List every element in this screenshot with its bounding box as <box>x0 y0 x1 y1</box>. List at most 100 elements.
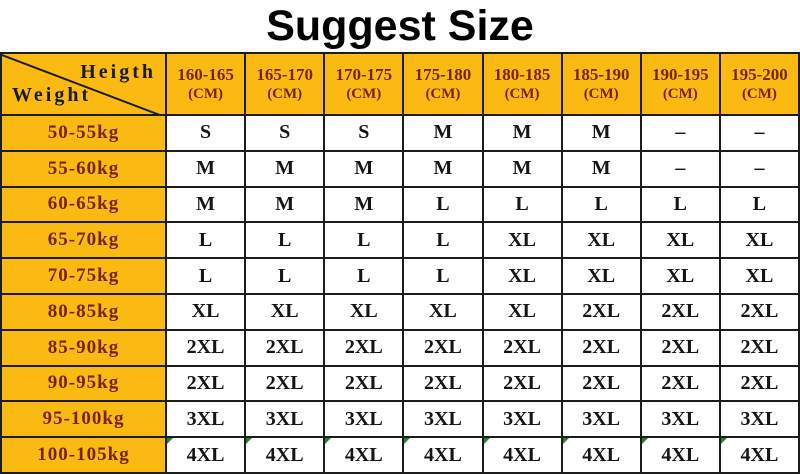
size-cell: 2XL <box>639 328 721 367</box>
size-cell: – <box>718 114 800 152</box>
size-cell: 4XL <box>402 436 484 474</box>
size-cell: 2XL <box>639 292 721 331</box>
height-range-label: 190-195 <box>651 65 709 84</box>
height-unit-label: (CM) <box>425 86 461 103</box>
weight-row-header: 50-55kg <box>0 114 167 152</box>
size-cell: XL <box>164 292 247 331</box>
size-cell: 3XL <box>718 400 800 439</box>
height-unit-label: (CM) <box>662 86 698 103</box>
size-cell: 4XL <box>560 436 642 474</box>
size-cell: 3XL <box>402 400 484 439</box>
weight-row-header: 55-60kg <box>0 149 167 188</box>
size-cell: L <box>323 257 405 295</box>
size-cell: 2XL <box>481 328 563 367</box>
height-axis-label: Heigth <box>80 61 156 83</box>
size-cell: XL <box>323 292 405 331</box>
table-row: 95-100kg 3XL 3XL 3XL 3XL 3XL 3XL 3XL 3XL <box>0 400 800 439</box>
size-cell: 2XL <box>323 328 405 367</box>
size-cell: 2XL <box>244 364 326 403</box>
size-chart-table: Heigth Weight 160-165 (CM) 165-170 (CM) 170-… <box>0 52 800 474</box>
size-cell: 3XL <box>639 400 721 439</box>
size-cell: 4XL <box>323 436 405 474</box>
size-cell: 2XL <box>560 364 642 403</box>
height-range-label: 170-175 <box>335 65 393 84</box>
size-cell: M <box>402 114 484 152</box>
height-range-label: 160-165 <box>177 65 234 84</box>
height-unit-label: (CM) <box>188 86 224 103</box>
weight-row-header: 80-85kg <box>0 292 167 331</box>
size-cell: 2XL <box>402 328 484 367</box>
height-header-cell: 185-190 (CM) <box>560 52 642 116</box>
height-header-cell: 165-170 (CM) <box>244 52 326 116</box>
size-cell: 2XL <box>402 364 484 403</box>
size-cell: XL <box>639 221 721 260</box>
size-cell: 3XL <box>481 400 563 439</box>
weight-row-header: 85-90kg <box>0 328 167 367</box>
size-cell: M <box>481 149 563 188</box>
size-cell: 2XL <box>244 328 326 367</box>
height-range-label: 195-200 <box>731 65 788 84</box>
weight-row-header: 70-75kg <box>0 257 167 295</box>
table-row: 60-65kg M M M L L L L L <box>0 185 800 224</box>
size-cell: M <box>164 185 247 224</box>
height-header-cell: 170-175 (CM) <box>323 52 405 116</box>
size-cell: – <box>718 149 800 188</box>
size-cell: L <box>560 185 642 224</box>
size-cell: M <box>323 185 405 224</box>
weight-axis-label: Weight <box>12 84 92 106</box>
size-cell: 2XL <box>481 364 563 403</box>
size-cell: XL <box>718 221 800 260</box>
size-cell: – <box>639 149 721 188</box>
table-row: 70-75kg L L L L XL XL XL XL <box>0 257 800 295</box>
table-body: 50-55kg S S S M M M – –55-60kg M M M M M M – –60-65kg M M M… <box>0 114 800 474</box>
size-cell: 2XL <box>639 364 721 403</box>
size-cell: 2XL <box>718 328 800 367</box>
size-cell: 2XL <box>164 364 247 403</box>
size-cell: 4XL <box>164 436 247 474</box>
size-cell: – <box>639 114 721 152</box>
size-cell: 4XL <box>481 436 563 474</box>
size-cell: S <box>164 114 247 152</box>
size-cell: XL <box>718 257 800 295</box>
size-cell: 2XL <box>560 292 642 331</box>
height-unit-label: (CM) <box>741 86 777 103</box>
size-cell: M <box>402 149 484 188</box>
table-row: 85-90kg 2XL 2XL 2XL 2XL 2XL 2XL 2XL 2XL <box>0 328 800 367</box>
size-cell: L <box>481 185 563 224</box>
size-cell: 2XL <box>718 292 800 331</box>
size-cell: M <box>244 185 326 224</box>
size-cell: XL <box>244 292 326 331</box>
weight-row-header: 95-100kg <box>0 400 167 439</box>
size-cell: L <box>244 257 326 295</box>
size-cell: S <box>244 114 326 152</box>
size-cell: 2XL <box>718 364 800 403</box>
size-cell: XL <box>481 257 563 295</box>
size-cell: XL <box>481 221 563 260</box>
header-row: Heigth Weight 160-165 (CM) 165-170 (CM) 170-… <box>0 52 800 116</box>
height-range-label: 175-180 <box>414 65 472 84</box>
size-cell: S <box>323 114 405 152</box>
size-cell: 4XL <box>244 436 326 474</box>
size-cell: L <box>164 221 247 260</box>
height-unit-label: (CM) <box>346 86 382 103</box>
size-cell: XL <box>639 257 721 295</box>
size-cell: 3XL <box>244 400 326 439</box>
size-cell: XL <box>560 257 642 295</box>
height-range-label: 165-170 <box>256 65 314 84</box>
size-cell: XL <box>560 221 642 260</box>
size-cell: L <box>323 221 405 260</box>
size-cell: M <box>481 114 563 152</box>
height-header-cell: 195-200 (CM) <box>718 52 800 116</box>
height-header-cell: 160-165 (CM) <box>164 52 247 116</box>
weight-row-header: 100-105kg <box>0 436 167 474</box>
height-unit-label: (CM) <box>583 86 619 103</box>
height-unit-label: (CM) <box>504 86 540 103</box>
height-range-label: 185-190 <box>572 65 630 84</box>
size-cell: 4XL <box>718 436 800 474</box>
height-header-cell: 190-195 (CM) <box>639 52 721 116</box>
size-cell: L <box>164 257 247 295</box>
table-row: 50-55kg S S S M M M – – <box>0 114 800 152</box>
height-range-label: 180-185 <box>493 65 551 84</box>
size-cell: 2XL <box>164 328 247 367</box>
table-row: 90-95kg 2XL 2XL 2XL 2XL 2XL 2XL 2XL 2XL <box>0 364 800 403</box>
